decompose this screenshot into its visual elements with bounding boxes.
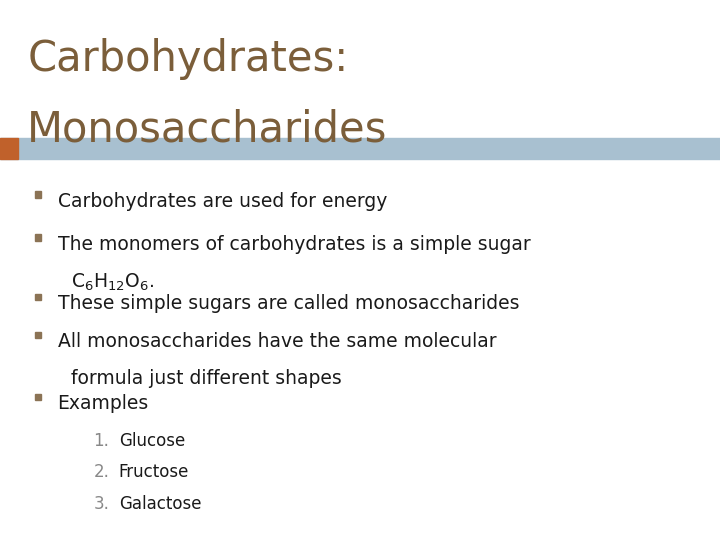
Bar <box>0 138 18 159</box>
Text: Glucose: Glucose <box>119 432 185 450</box>
Text: These simple sugars are called monosaccharides: These simple sugars are called monosacch… <box>58 294 519 313</box>
Text: 3.: 3. <box>94 495 109 512</box>
Bar <box>0 138 720 159</box>
Text: 1.: 1. <box>94 432 109 450</box>
FancyBboxPatch shape <box>35 191 41 198</box>
Text: Carbohydrates are used for energy: Carbohydrates are used for energy <box>58 192 387 211</box>
Text: Fructose: Fructose <box>119 463 189 481</box>
Text: All monosaccharides have the same molecular: All monosaccharides have the same molecu… <box>58 332 496 351</box>
Text: Monosaccharides: Monosaccharides <box>27 108 388 150</box>
Text: C$_6$H$_{12}$O$_6$.: C$_6$H$_{12}$O$_6$. <box>71 272 154 293</box>
Text: 2.: 2. <box>94 463 109 481</box>
FancyBboxPatch shape <box>35 234 41 241</box>
Text: Carbohydrates:: Carbohydrates: <box>27 38 348 80</box>
Text: Galactose: Galactose <box>119 495 202 512</box>
Text: The monomers of carbohydrates is a simple sugar: The monomers of carbohydrates is a simpl… <box>58 235 531 254</box>
FancyBboxPatch shape <box>35 394 41 400</box>
Text: Examples: Examples <box>58 394 149 413</box>
FancyBboxPatch shape <box>35 332 41 338</box>
Text: formula just different shapes: formula just different shapes <box>71 369 341 388</box>
FancyBboxPatch shape <box>35 294 41 300</box>
